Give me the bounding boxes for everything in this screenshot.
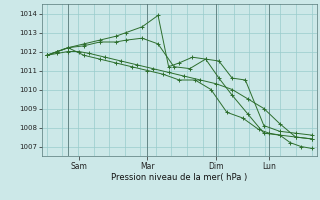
X-axis label: Pression niveau de la mer( hPa ): Pression niveau de la mer( hPa )	[111, 173, 247, 182]
